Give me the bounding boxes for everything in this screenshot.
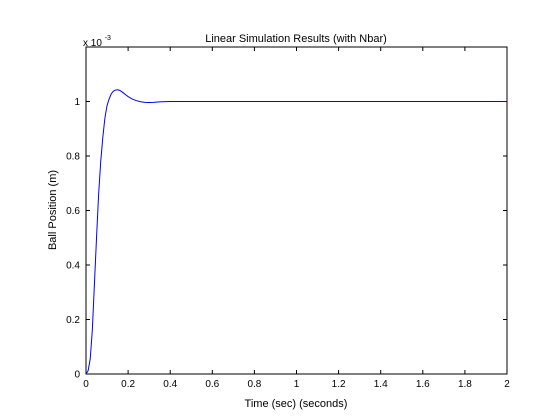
x-tick-label: 0.6	[205, 379, 219, 390]
plot-area: 0 0.2 0.4 0.6 0.8 1 1.2 1.4 1.6 1.8 2 0 0.2 0.4 0.6 0.…	[66, 46, 510, 390]
x-tick-label: 0.2	[121, 379, 135, 390]
y-tick-label: 1	[74, 97, 80, 108]
y-tick-label: 0.8	[66, 152, 80, 163]
x-tick-label: 1.8	[458, 379, 472, 390]
x-axis: 0 0.2 0.4 0.6 0.8 1 1.2 1.4 1.6 1.8 2	[83, 47, 510, 390]
x-tick-label: 1.4	[374, 379, 388, 390]
x-tick-label: 1	[294, 379, 300, 390]
axes-box	[85, 46, 508, 375]
x-tick-label: 0	[83, 379, 89, 390]
x-tick-label: 1.6	[416, 379, 430, 390]
y-tick-label: 0.4	[66, 261, 80, 272]
x-axis-label: Time (sec) (seconds)	[245, 398, 348, 410]
exponent-base: x 10	[83, 38, 102, 49]
y-tick-label: 0	[74, 370, 80, 381]
y-axis: 0 0.2 0.4 0.6 0.8 1	[66, 97, 507, 381]
y-tick-label: 0.6	[66, 206, 80, 217]
x-tick-label: 1.2	[332, 379, 346, 390]
x-tick-label: 0.4	[163, 379, 177, 390]
series-line	[85, 89, 507, 375]
exponent-power: -3	[105, 35, 111, 42]
x-tick-label: 0.8	[247, 379, 261, 390]
exponent-label: x 10 -3	[83, 35, 111, 49]
chart-title: Linear Simulation Results (with Nbar)	[205, 33, 387, 45]
y-axis-label: Ball Position (m)	[47, 170, 59, 250]
y-tick-label: 0.2	[66, 315, 80, 326]
x-tick-label: 2	[504, 379, 510, 390]
